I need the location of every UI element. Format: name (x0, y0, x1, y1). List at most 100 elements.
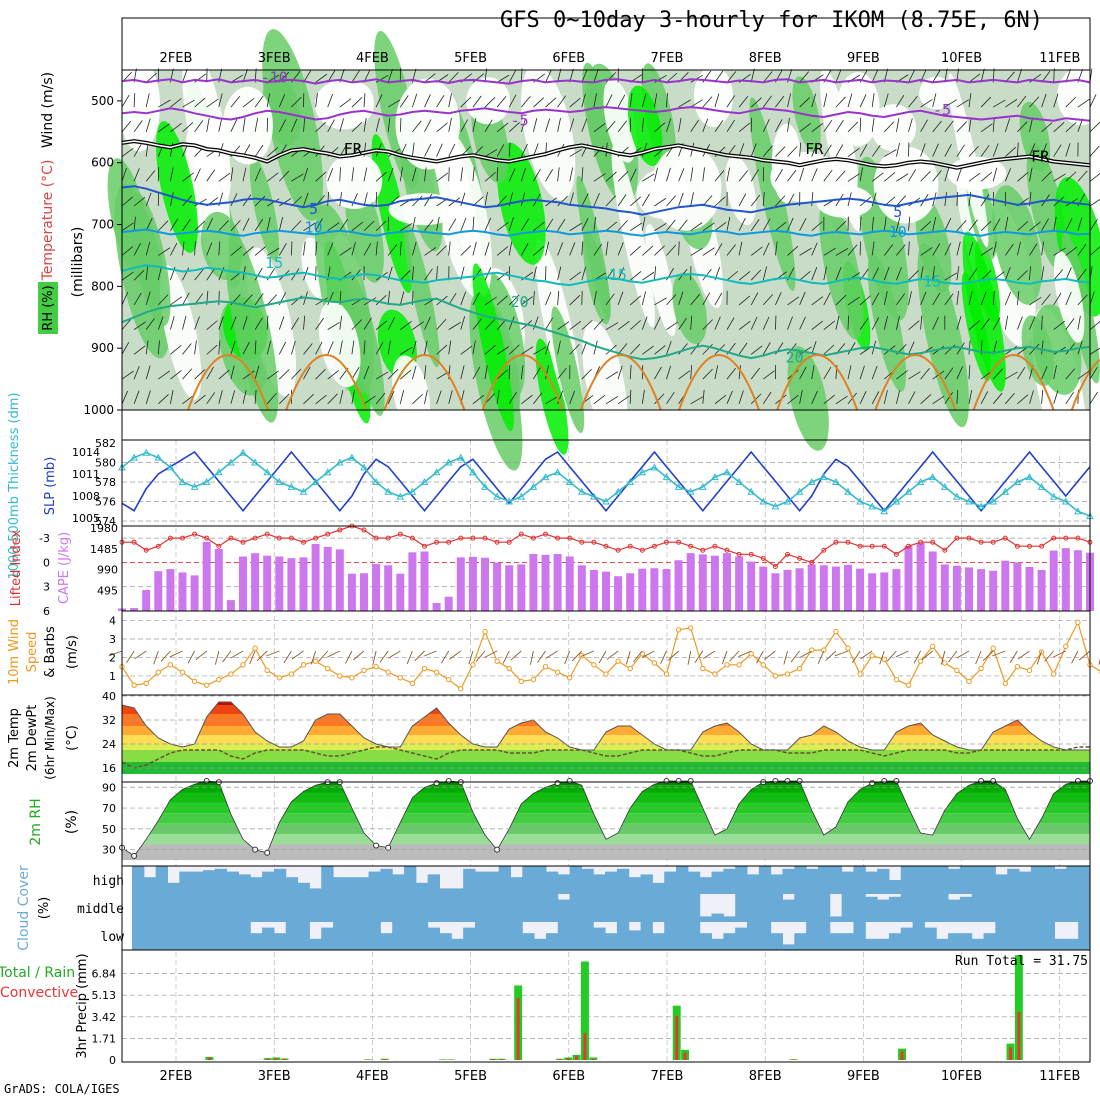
cape-bar (602, 571, 610, 611)
wind-barb (484, 149, 498, 157)
wind-barb (230, 118, 238, 132)
cloud-row-label: low (101, 930, 125, 945)
wind-barb (254, 317, 263, 330)
wind-speed-marker (869, 652, 875, 659)
wind-barb (484, 97, 496, 108)
wind-barb (327, 393, 338, 405)
cape-bar (747, 561, 756, 611)
wind-barb (1041, 366, 1048, 380)
top-date-label: 9FEB (847, 51, 880, 66)
wind-barb (1004, 216, 1009, 231)
precip-convective-bar (207, 1057, 211, 1060)
wind-barb (206, 320, 218, 330)
wind-barb (1089, 145, 1100, 157)
wind-barb (266, 370, 279, 380)
surface-wind-barb (266, 650, 280, 657)
wind-barb (436, 344, 448, 355)
cloud-cell-high (983, 866, 996, 894)
thickness-marker (553, 468, 562, 476)
wind-barb (1017, 68, 1023, 83)
li-marker (337, 527, 343, 533)
wind-barb (315, 218, 323, 231)
wind-barb (557, 118, 561, 132)
cloud-cell-low (356, 922, 370, 950)
wind-barb (968, 320, 981, 330)
cloud-cell-low (676, 922, 689, 950)
temp-tick-label: 16 (102, 762, 116, 775)
thickness-marker (735, 477, 743, 485)
surface-wind-barb (1098, 658, 1100, 665)
rh-marker (264, 849, 271, 856)
cloud-cell-low (427, 927, 441, 950)
surface-wind-barb (283, 650, 292, 664)
t2-label-c: (6hr Min/Max) (43, 696, 57, 780)
wind-speed-marker (700, 665, 706, 672)
wind-barb (932, 170, 942, 182)
wind-speed-marker (433, 669, 440, 675)
wind-barb (363, 117, 367, 132)
wind-barb (533, 316, 539, 330)
wind-barb (956, 99, 970, 108)
cloud-cell-high (250, 877, 263, 894)
wind-barb (932, 243, 941, 256)
wind-barb (158, 99, 171, 108)
surface-wind-barb (222, 650, 232, 663)
rh-dry-cell (873, 146, 939, 224)
cloud-row-label: middle (77, 902, 124, 917)
li-marker (579, 539, 585, 545)
wind-tick-label: 1 (109, 670, 116, 683)
isotherm-label: 20 (511, 293, 529, 311)
rh-fill (122, 781, 1090, 861)
wind-barb (496, 346, 509, 355)
cloud-cell-high (368, 871, 381, 894)
wind-barb (436, 245, 447, 256)
wind-barb (460, 119, 468, 133)
wind-barb (883, 266, 890, 281)
wind-barb (1029, 343, 1040, 355)
thickness-marker (940, 482, 949, 490)
surface-wind-barb (956, 650, 970, 659)
surface-wind-barb (694, 650, 704, 663)
wind-barb (896, 267, 902, 281)
wind-barb (545, 169, 554, 182)
wind-barb (1041, 218, 1049, 231)
wind-barb (871, 192, 877, 207)
slp-tick-label: 1011 (72, 468, 100, 481)
credit-text: GrADS: COLA/IGES (4, 1082, 120, 1096)
wind-barb (666, 219, 676, 231)
wind-barb (932, 395, 945, 405)
wind-barb (1077, 170, 1088, 182)
wind-barb (121, 147, 134, 157)
bottom-date-label: 5FEB (454, 1069, 487, 1084)
wind-barb (871, 69, 879, 83)
wind-barb (775, 146, 786, 157)
wind-barb (666, 391, 675, 405)
wind-barb (315, 93, 318, 108)
slp-tick-label: 1005 (72, 512, 100, 525)
wind-barb (460, 245, 472, 256)
wind-barb (617, 220, 628, 231)
wind-barb (1017, 121, 1028, 133)
axes: 2FEB2FEB3FEB3FEB4FEB4FEB5FEB5FEB6FEB6FEB… (39, 17, 1091, 1084)
wind-barb (859, 167, 863, 182)
wind-barb (738, 95, 749, 108)
precip-tick-label: 1.71 (92, 1032, 117, 1045)
cloud-cell-middle (605, 894, 618, 922)
wind-barb (448, 71, 459, 83)
wind-barb (871, 292, 880, 306)
cape-bar (190, 575, 199, 611)
wind-barb (1065, 171, 1077, 182)
isotherm-label: 10 (889, 223, 907, 241)
wind-barb (847, 173, 860, 182)
thickness-marker (251, 458, 259, 466)
rh-dry-cell (836, 72, 880, 147)
wind-barb (472, 318, 482, 330)
wind-speed-marker (833, 628, 839, 635)
li-marker (748, 551, 754, 557)
surface-wind-barb (825, 650, 837, 661)
wind-barb (363, 192, 368, 207)
surface-wind-barb (834, 650, 849, 657)
wind-barb (581, 241, 584, 256)
cloud-cell-high (534, 866, 547, 894)
temp-band (122, 702, 1090, 705)
